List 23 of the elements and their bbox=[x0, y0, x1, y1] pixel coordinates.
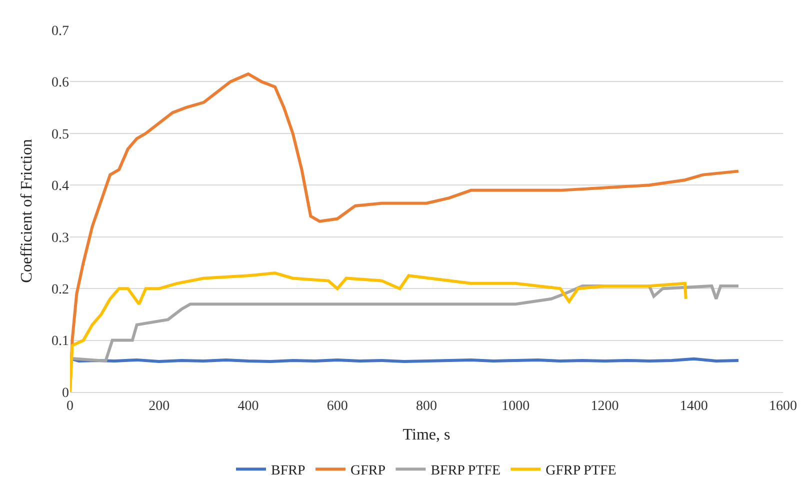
y-tick-label: 0.2 bbox=[52, 282, 69, 298]
y-tick-label: 0.5 bbox=[52, 127, 69, 142]
y-tick-label: 0 bbox=[62, 386, 69, 401]
x-tick-label: 600 bbox=[326, 398, 348, 414]
x-tick-label: 1400 bbox=[680, 398, 708, 414]
legend-label: BFRP PTFE bbox=[430, 464, 501, 479]
x-tick-label: 1600 bbox=[769, 398, 797, 414]
y-tick-label: 0.3 bbox=[52, 230, 69, 246]
x-tick-label: 400 bbox=[238, 398, 259, 414]
y-axis-title: Coefficient of Friction bbox=[18, 139, 36, 283]
legend-label: BFRP bbox=[271, 464, 306, 479]
y-tick-label: 0.6 bbox=[52, 76, 69, 91]
y-tick-label: 0.1 bbox=[52, 334, 69, 350]
x-tick-label: 200 bbox=[148, 398, 170, 414]
line-series bbox=[70, 272, 688, 392]
x-tick-label: 1000 bbox=[502, 398, 530, 414]
x-tick-label: 800 bbox=[416, 398, 437, 414]
y-tick-label: 0.7 bbox=[52, 24, 69, 39]
legend-label: GFRP bbox=[350, 464, 386, 479]
x-tick-label: 1200 bbox=[590, 398, 619, 414]
legend-label: GFRP PTFE bbox=[546, 464, 616, 479]
y-tick-label: 0.4 bbox=[52, 179, 69, 194]
x-axis-title: Time, s bbox=[402, 426, 450, 444]
